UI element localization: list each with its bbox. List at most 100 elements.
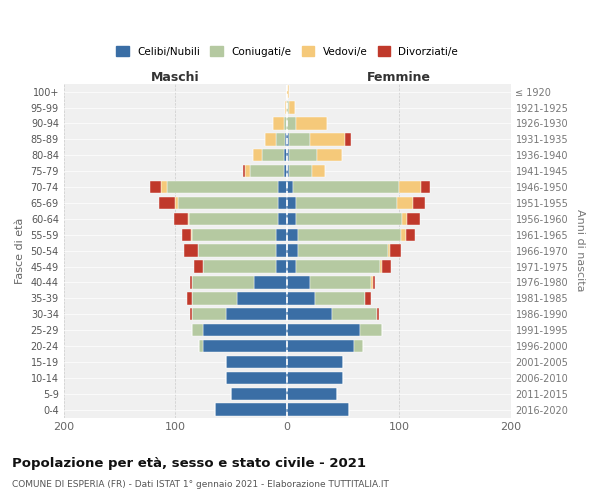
Bar <box>278 212 287 225</box>
Bar <box>373 276 376 288</box>
Bar <box>192 292 237 304</box>
Bar <box>190 276 192 288</box>
Bar <box>360 324 382 336</box>
Y-axis label: Fasce di età: Fasce di età <box>15 218 25 284</box>
Bar <box>226 372 287 384</box>
Bar <box>276 244 287 257</box>
Bar <box>175 212 188 225</box>
Bar <box>421 181 430 194</box>
Bar <box>296 197 397 209</box>
Bar <box>184 244 198 257</box>
Bar <box>226 356 287 368</box>
Bar <box>150 181 161 194</box>
Bar <box>272 117 284 130</box>
Bar <box>175 197 178 209</box>
Bar <box>188 212 189 225</box>
Bar <box>399 181 421 194</box>
Bar <box>287 276 310 288</box>
Bar <box>189 212 278 225</box>
Bar <box>191 228 192 241</box>
Bar <box>284 149 287 162</box>
Bar <box>265 133 276 145</box>
Bar <box>407 212 420 225</box>
Bar <box>287 228 298 241</box>
Bar <box>287 340 354 352</box>
Bar <box>192 276 254 288</box>
Bar <box>315 292 365 304</box>
Bar <box>377 308 379 320</box>
Bar <box>215 404 287 416</box>
Bar <box>203 324 287 336</box>
Bar <box>253 149 262 162</box>
Bar <box>317 149 342 162</box>
Bar <box>287 86 289 98</box>
Bar <box>285 102 287 114</box>
Bar <box>401 228 406 241</box>
Bar <box>276 228 287 241</box>
Bar <box>287 133 289 145</box>
Bar <box>203 260 276 273</box>
Bar <box>226 308 287 320</box>
Text: Popolazione per età, sesso e stato civile - 2021: Popolazione per età, sesso e stato civil… <box>12 458 366 470</box>
Bar <box>250 165 284 177</box>
Bar <box>382 260 391 273</box>
Bar <box>310 276 371 288</box>
Bar <box>289 133 310 145</box>
Text: COMUNE DI ESPERIA (FR) - Dati ISTAT 1° gennaio 2021 - Elaborazione TUTTITALIA.IT: COMUNE DI ESPERIA (FR) - Dati ISTAT 1° g… <box>12 480 389 489</box>
Bar <box>310 133 345 145</box>
Bar <box>287 117 296 130</box>
Bar <box>371 276 373 288</box>
Bar <box>287 260 296 273</box>
Bar <box>406 228 415 241</box>
Bar <box>289 102 295 114</box>
Bar <box>298 244 388 257</box>
Bar <box>413 197 425 209</box>
Bar <box>287 324 360 336</box>
Bar <box>296 260 380 273</box>
Bar <box>198 244 276 257</box>
Bar <box>365 292 371 304</box>
Bar <box>199 340 203 352</box>
Legend: Celibi/Nubili, Coniugati/e, Vedovi/e, Divorziati/e: Celibi/Nubili, Coniugati/e, Vedovi/e, Di… <box>112 42 463 60</box>
Bar <box>287 388 337 400</box>
Bar <box>287 356 343 368</box>
Bar <box>242 165 245 177</box>
Bar <box>287 372 343 384</box>
Bar <box>182 228 191 241</box>
Bar <box>284 117 287 130</box>
Bar <box>167 181 278 194</box>
Bar <box>276 133 285 145</box>
Bar <box>285 133 287 145</box>
Bar <box>287 292 315 304</box>
Bar <box>397 197 413 209</box>
Bar <box>237 292 287 304</box>
Bar <box>254 276 287 288</box>
Bar <box>345 133 351 145</box>
Bar <box>287 102 289 114</box>
Bar <box>354 340 363 352</box>
Bar <box>402 212 407 225</box>
Bar <box>298 228 401 241</box>
Bar <box>296 212 402 225</box>
Text: Femmine: Femmine <box>367 70 431 84</box>
Bar <box>287 197 296 209</box>
Bar <box>159 197 175 209</box>
Bar <box>332 308 377 320</box>
Bar <box>232 388 287 400</box>
Bar <box>276 260 287 273</box>
Bar <box>284 165 287 177</box>
Bar <box>287 165 289 177</box>
Bar <box>380 260 382 273</box>
Bar <box>388 244 390 257</box>
Bar <box>190 308 192 320</box>
Bar <box>278 181 287 194</box>
Bar <box>287 404 349 416</box>
Bar <box>278 197 287 209</box>
Bar <box>287 212 296 225</box>
Bar <box>312 165 325 177</box>
Bar <box>194 260 203 273</box>
Bar <box>289 149 317 162</box>
Bar <box>293 181 399 194</box>
Bar <box>287 244 298 257</box>
Bar <box>390 244 401 257</box>
